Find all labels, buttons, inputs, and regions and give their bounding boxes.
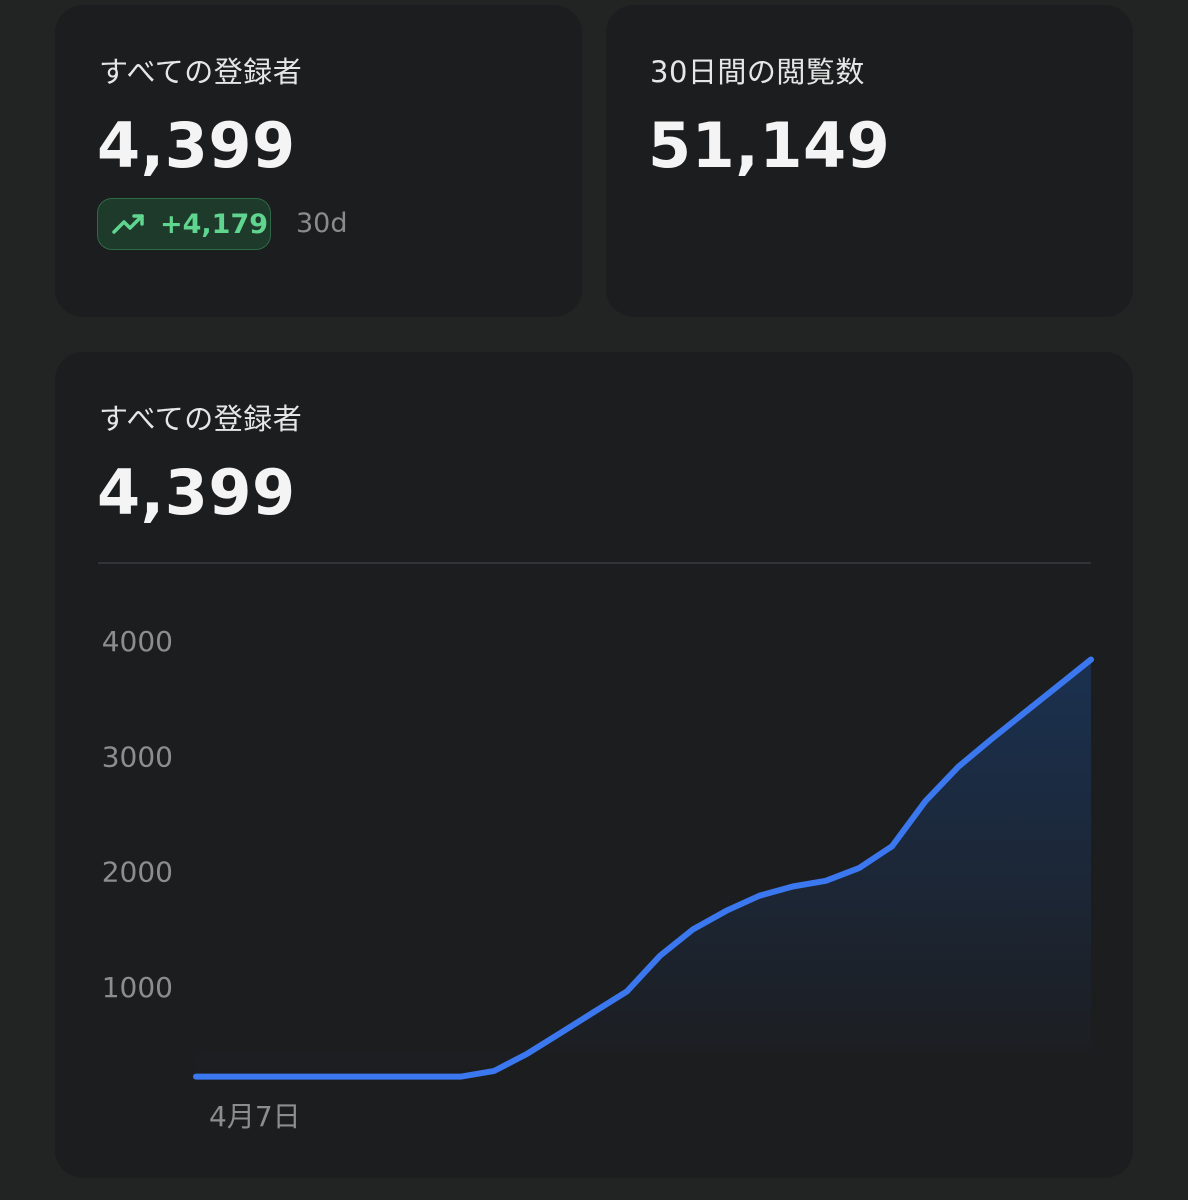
data-point <box>359 1074 365 1080</box>
data-point <box>690 926 696 932</box>
subscribers-change-badge: +4,179 <box>97 198 271 250</box>
views-count: 51,149 <box>648 109 891 182</box>
data-point <box>259 1074 265 1080</box>
data-point <box>591 1009 597 1015</box>
data-point <box>193 1074 199 1080</box>
data-point <box>292 1074 298 1080</box>
data-point <box>989 736 995 742</box>
chart-card-count: 4,399 <box>97 456 296 529</box>
data-point <box>955 764 961 770</box>
y-tick-label: 1000 <box>102 971 173 1004</box>
data-point <box>392 1074 398 1080</box>
y-tick-label: 2000 <box>102 856 173 889</box>
data-point <box>823 878 829 884</box>
trending-up-icon <box>112 214 144 234</box>
data-point <box>657 953 663 959</box>
data-point <box>491 1068 497 1074</box>
subscribers-change-period: 30d <box>296 208 348 239</box>
subscribers-card[interactable]: すべての登録者 4,399 +4,179 30d <box>55 5 582 317</box>
y-tick-label: 4000 <box>102 625 173 658</box>
data-point <box>856 865 862 871</box>
subscribers-chart[interactable]: 1000 2000 3000 4000 4月7日 <box>55 352 1133 1178</box>
data-point <box>723 908 729 914</box>
views-card[interactable]: 30日間の閲覧数 51,149 <box>606 5 1133 317</box>
data-point <box>458 1074 464 1080</box>
data-point <box>757 893 762 899</box>
subscribers-chart-card: すべての登録者 4,399 1000 2000 3000 4000 4月7日 <box>55 352 1133 1178</box>
data-point <box>889 843 895 849</box>
data-point <box>425 1074 431 1080</box>
chart-card-title: すべての登録者 <box>99 402 303 436</box>
data-point <box>922 798 928 804</box>
views-card-title: 30日間の閲覧数 <box>650 55 865 89</box>
subscribers-card-title: すべての登録者 <box>99 55 303 89</box>
data-point <box>790 884 796 889</box>
series-line <box>193 656 1094 1080</box>
data-point <box>1088 657 1094 662</box>
series-area <box>196 659 1091 1077</box>
data-point <box>1022 710 1028 715</box>
data-point <box>226 1074 232 1080</box>
subscribers-change-value: +4,179 <box>160 208 269 240</box>
subscribers-count: 4,399 <box>97 109 296 182</box>
y-tick-label: 3000 <box>102 740 173 773</box>
x-tick-label: 4月7日 <box>209 1100 301 1133</box>
data-point <box>558 1030 564 1036</box>
data-point <box>525 1051 530 1057</box>
data-point <box>326 1074 332 1080</box>
data-point <box>624 988 630 994</box>
data-point <box>1055 683 1061 689</box>
